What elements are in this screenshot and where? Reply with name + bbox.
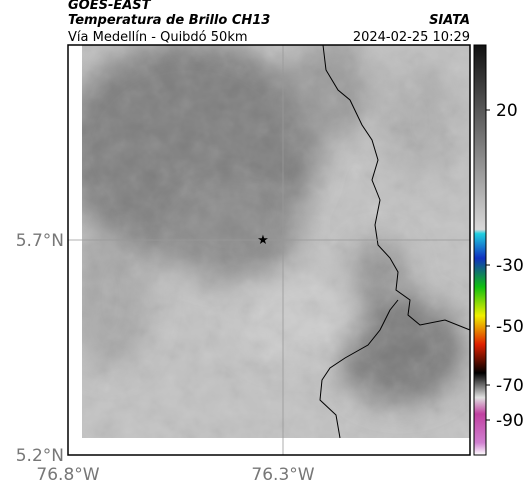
location-marker: ★ [257,233,269,248]
colorbar-tick-label: -30 [496,256,524,276]
lat-tick-label: 5.7°N [16,231,64,251]
map-frame [67,44,471,456]
source: SIATA [429,13,470,28]
lon-tick-label: 76.8°W [36,465,99,485]
subtitle: Temperatura de Brillo CH13 [68,13,270,28]
colorbar-tick-label: -70 [496,376,524,396]
coastline [319,299,399,439]
colorbar-ticks: 20 -30 -50 -70 -90 [486,101,524,431]
colorbar-tick-label: -50 [496,317,524,337]
border-line [322,44,471,331]
satellite-image [82,45,470,438]
colorbar-tick-label: -90 [496,411,524,431]
lat-tick-label: 5.2°N [16,446,64,466]
location: Vía Medellín - Quibdó 50km [68,30,248,45]
lon-tick-label: 76.3°W [251,465,314,485]
colorbar-tick-label: 20 [496,101,518,121]
colorbar [473,44,487,456]
title: GOES-EAST [68,0,152,13]
datetime: 2024-02-25 10:29 [353,30,470,45]
